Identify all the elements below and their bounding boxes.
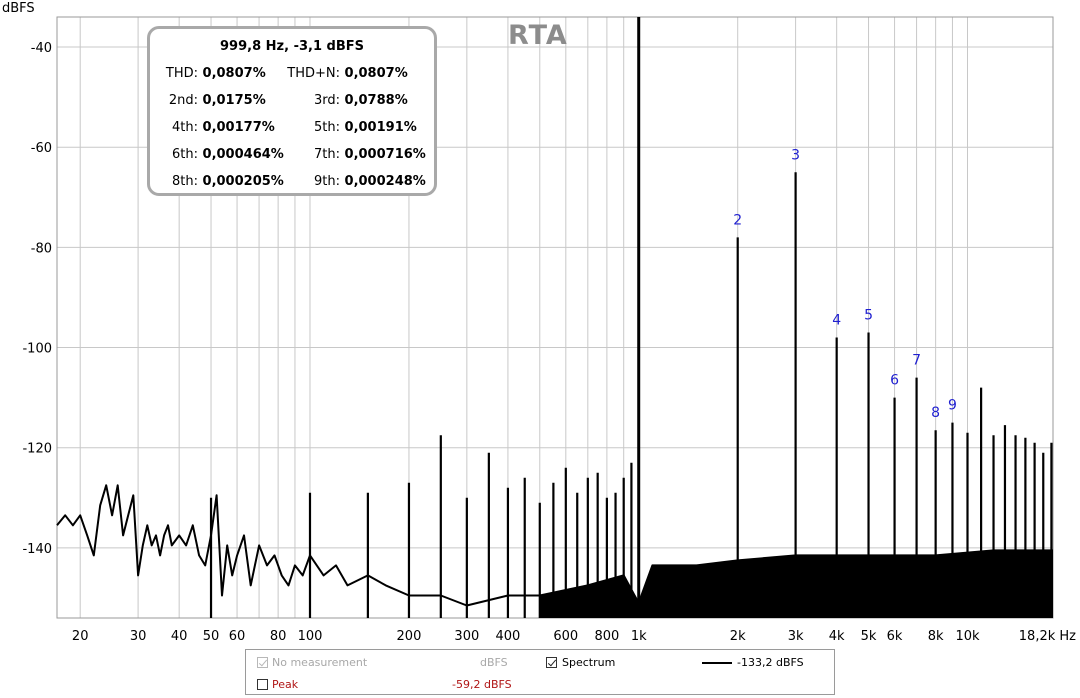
x-tick-label: 4k bbox=[829, 629, 845, 644]
info-cell-left: THD: 0,0807% bbox=[150, 66, 266, 81]
harmonic-label: 5 bbox=[864, 308, 873, 324]
harmonic-label: 8 bbox=[931, 405, 940, 421]
y-axis-unit: dBFS bbox=[2, 1, 35, 16]
info-cell-right: 7th: 0,000716% bbox=[282, 147, 426, 162]
info-row: 8th: 0,000205% 9th: 0,000248% bbox=[150, 174, 434, 192]
info-cell-left: 4th: 0,00177% bbox=[150, 120, 275, 135]
info-key: 8th: bbox=[172, 174, 198, 189]
peak-label: Peak bbox=[272, 678, 299, 691]
info-key: 2nd: bbox=[168, 93, 198, 108]
x-axis: 20 30 40 50 60 80 100 200 300 400 600 800 1k 2k 3k 4k 5k… bbox=[72, 629, 1076, 644]
harmonic-label: 7 bbox=[912, 353, 921, 369]
harmonic-label: 3 bbox=[791, 147, 800, 163]
info-key: THD+N: bbox=[287, 66, 340, 81]
info-value: 0,000205% bbox=[198, 174, 284, 189]
info-cell-left: 8th: 0,000205% bbox=[150, 174, 284, 189]
info-cell-left: 6th: 0,000464% bbox=[150, 147, 284, 162]
x-tick-label: 200 bbox=[397, 629, 422, 644]
no-measurement-checkbox[interactable] bbox=[257, 657, 268, 668]
harmonic-label: 4 bbox=[832, 313, 841, 329]
info-value: 0,0175% bbox=[198, 93, 266, 108]
info-key: 7th: bbox=[314, 147, 340, 162]
spectrum-checkbox[interactable] bbox=[546, 657, 557, 668]
x-tick-label: 1k bbox=[631, 629, 647, 644]
info-key: THD: bbox=[165, 66, 198, 81]
x-tick-label: 50 bbox=[203, 629, 220, 644]
y-axis: -40 -60 -80 -100 -120 -140 bbox=[22, 41, 52, 557]
chart-title: RTA bbox=[508, 20, 568, 51]
info-value: 0,000464% bbox=[198, 147, 284, 162]
x-tick-label: 300 bbox=[454, 629, 479, 644]
y-tick-label: -120 bbox=[22, 442, 52, 457]
info-cell-right: 9th: 0,000248% bbox=[282, 174, 426, 189]
info-row: 6th: 0,000464% 7th: 0,000716% bbox=[150, 147, 434, 165]
info-value: 0,00191% bbox=[340, 120, 417, 135]
info-cell-right: 3rd: 0,0788% bbox=[282, 93, 408, 108]
x-tick-label: 80 bbox=[270, 629, 287, 644]
y-tick-label: -40 bbox=[31, 41, 52, 56]
x-tick-label: 8k bbox=[928, 629, 944, 644]
info-value: 0,000248% bbox=[340, 174, 426, 189]
peak-value: -59,2 dBFS bbox=[452, 678, 512, 691]
info-value: 0,000716% bbox=[340, 147, 426, 162]
x-tick-label: 40 bbox=[171, 629, 188, 644]
x-tick-label: 3k bbox=[788, 629, 804, 644]
harmonic-label: 9 bbox=[948, 398, 957, 414]
info-cell-right: 5th: 0,00191% bbox=[282, 120, 417, 135]
y-tick-label: -80 bbox=[31, 241, 52, 256]
no-measurement-label: No measurement bbox=[272, 656, 368, 669]
harmonic-label: 2 bbox=[733, 212, 742, 228]
fundamental-readout: 999,8 Hz, -3,1 dBFS bbox=[220, 39, 364, 54]
y-tick-label: -60 bbox=[31, 141, 52, 156]
x-tick-label: 18,2k Hz bbox=[1019, 629, 1076, 644]
spectrum-value: -133,2 dBFS bbox=[737, 656, 804, 669]
info-row: THD: 0,0807% THD+N: 0,0807% bbox=[150, 66, 434, 84]
spectrum-line-swatch bbox=[702, 662, 732, 664]
no-measurement-value: dBFS bbox=[480, 656, 508, 669]
info-key: 9th: bbox=[314, 174, 340, 189]
info-cell-right: THD+N: 0,0807% bbox=[282, 66, 408, 81]
info-value: 0,0788% bbox=[340, 93, 408, 108]
info-row: 2nd: 0,0175% 3rd: 0,0788% bbox=[150, 93, 434, 111]
x-tick-label: 60 bbox=[229, 629, 246, 644]
spectrum-label: Spectrum bbox=[562, 656, 616, 669]
x-tick-label: 10k bbox=[955, 629, 980, 644]
x-tick-label: 600 bbox=[553, 629, 578, 644]
x-tick-label: 6k bbox=[887, 629, 903, 644]
legend-panel: No measurement dBFS Spectrum -133,2 dBFS… bbox=[245, 649, 835, 695]
spectrum-trace bbox=[56, 17, 1053, 618]
y-tick-label: -140 bbox=[22, 542, 52, 557]
info-key: 3rd: bbox=[313, 93, 340, 108]
x-tick-label: 2k bbox=[730, 629, 746, 644]
x-tick-label: 400 bbox=[496, 629, 521, 644]
x-tick-label: 100 bbox=[298, 629, 323, 644]
info-cell-left: 2nd: 0,0175% bbox=[150, 93, 266, 108]
x-tick-label: 5k bbox=[861, 629, 877, 644]
info-key: 6th: bbox=[172, 147, 198, 162]
x-tick-label: 30 bbox=[130, 629, 147, 644]
info-value: 0,0807% bbox=[198, 66, 266, 81]
y-tick-label: -100 bbox=[22, 342, 52, 357]
x-tick-label: 800 bbox=[594, 629, 619, 644]
x-tick-label: 20 bbox=[72, 629, 89, 644]
distortion-info-box: 999,8 Hz, -3,1 dBFS THD: 0,0807% THD+N: 0… bbox=[147, 26, 437, 196]
info-row: 4th: 0,00177% 5th: 0,00191% bbox=[150, 120, 434, 138]
info-key: 4th: bbox=[172, 120, 198, 135]
info-value: 0,0807% bbox=[340, 66, 408, 81]
harmonic-label: 6 bbox=[890, 373, 899, 389]
info-value: 0,00177% bbox=[198, 120, 275, 135]
info-key: 5th: bbox=[314, 120, 340, 135]
peak-checkbox[interactable] bbox=[257, 679, 268, 690]
